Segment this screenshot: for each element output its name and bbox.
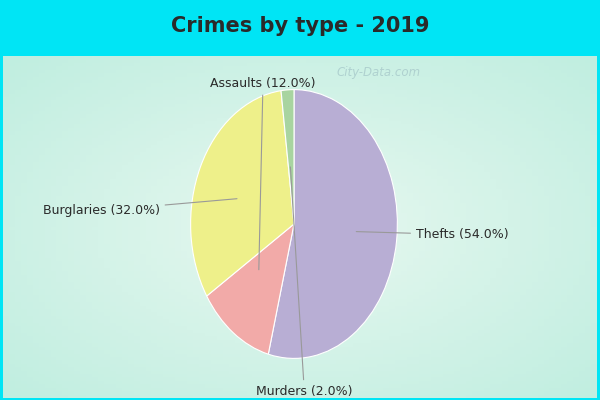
Wedge shape xyxy=(207,224,294,354)
Text: City-Data.com: City-Data.com xyxy=(337,66,421,79)
Wedge shape xyxy=(281,90,294,224)
Text: Burglaries (32.0%): Burglaries (32.0%) xyxy=(43,199,237,217)
Text: Murders (2.0%): Murders (2.0%) xyxy=(256,167,353,398)
Wedge shape xyxy=(191,91,294,296)
Text: Crimes by type - 2019: Crimes by type - 2019 xyxy=(171,16,429,36)
Text: Thefts (54.0%): Thefts (54.0%) xyxy=(356,228,509,241)
Text: Assaults (12.0%): Assaults (12.0%) xyxy=(210,77,316,270)
Wedge shape xyxy=(268,90,397,358)
